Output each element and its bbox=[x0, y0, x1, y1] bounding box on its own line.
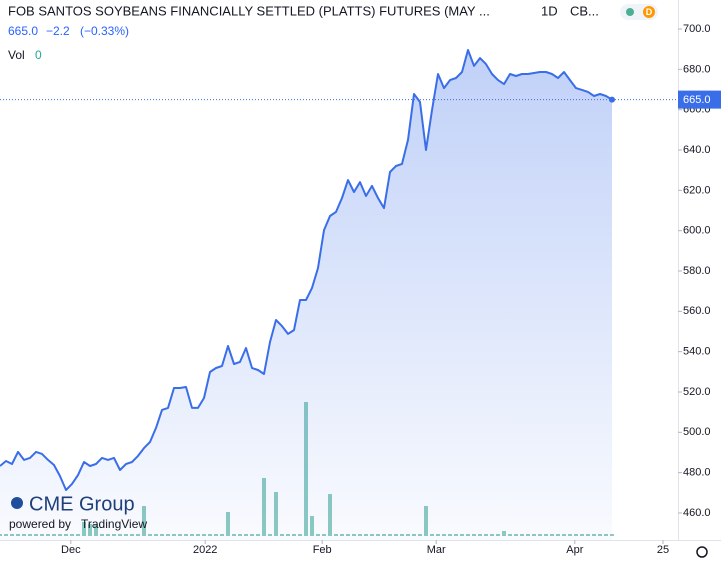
y-tick-label: 560.0 bbox=[683, 305, 711, 317]
y-tick-label: 680.0 bbox=[683, 63, 711, 75]
symbol-title: FOB SANTOS SOYBEANS FINANCIALLY SETTLED … bbox=[8, 3, 490, 18]
x-tick-label: 25 bbox=[657, 544, 669, 556]
interval[interactable]: 1D bbox=[541, 3, 558, 18]
y-tick-label: 620.0 bbox=[683, 184, 711, 196]
last-price-tag-label: 665.0 bbox=[683, 94, 711, 106]
y-tick-label: 540.0 bbox=[683, 346, 711, 358]
price-line bbox=[0, 49, 613, 491]
y-tick-label: 580.0 bbox=[683, 265, 711, 277]
volume-label: Vol bbox=[8, 48, 25, 62]
last-price: 665.0 bbox=[8, 24, 38, 38]
plot-layer bbox=[0, 49, 678, 540]
powered-by: powered by bbox=[9, 517, 71, 531]
last-point bbox=[609, 96, 615, 103]
x-tick-label: Mar bbox=[427, 544, 446, 556]
badge: D bbox=[646, 7, 653, 17]
gear bbox=[696, 546, 708, 558]
axes-layer: 460.0 480.0 500.0 520.0 540.0 560.0 580.0 600.0… bbox=[61, 23, 721, 556]
badge-bg bbox=[643, 6, 655, 18]
y-tick-label: 640.0 bbox=[683, 144, 711, 156]
brand: CME Group bbox=[29, 493, 135, 515]
x-tick-label: Apr bbox=[566, 544, 583, 556]
area-fill bbox=[0, 50, 612, 540]
x-tick-label: Dec bbox=[61, 544, 81, 556]
volume-last: 0 bbox=[35, 48, 42, 62]
x-tick-label: 2022 bbox=[193, 544, 217, 556]
change: −2.2 bbox=[46, 24, 70, 38]
settings-icon[interactable] bbox=[696, 546, 708, 558]
logo-globe bbox=[11, 497, 23, 509]
logo[interactable]: CME Group powered by TradingView bbox=[9, 493, 147, 531]
x-tick-label: Feb bbox=[313, 544, 332, 556]
y-tick-label: 600.0 bbox=[683, 225, 711, 237]
y-tick-label: 460.0 bbox=[683, 507, 711, 519]
y-tick-label: 500.0 bbox=[683, 426, 711, 438]
last-price-tag bbox=[678, 90, 721, 109]
exchange: CB... bbox=[570, 3, 599, 18]
change-percent: (−0.33%) bbox=[80, 24, 129, 38]
y-tick-label: 480.0 bbox=[683, 467, 711, 479]
y-tick-label: 520.0 bbox=[683, 386, 711, 398]
status-dot bbox=[626, 8, 634, 16]
provider: TradingView bbox=[81, 517, 147, 531]
y-tick-label: 700.0 bbox=[683, 23, 711, 35]
